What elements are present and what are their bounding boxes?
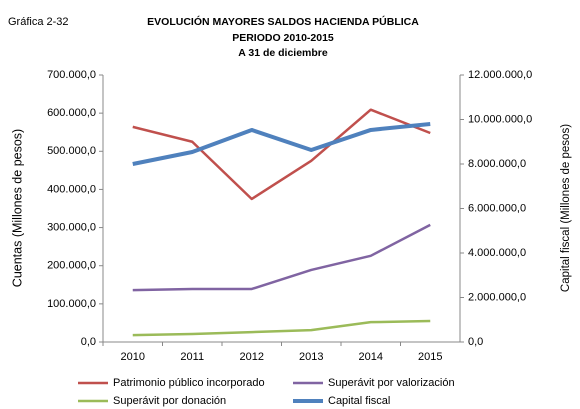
y-tick-label: 400.000,0 [47, 183, 96, 195]
x-tick-label: 2011 [180, 351, 204, 363]
chart-title: A 31 de diciembre [238, 47, 328, 59]
chart-title: EVOLUCIÓN MAYORES SALDOS HACIENDA PÚBLIC… [147, 15, 419, 28]
x-tick-label: 2015 [418, 351, 442, 363]
x-tick-label: 2013 [299, 351, 323, 363]
y2-tick-label: 10.000.000,0 [468, 113, 532, 125]
legend-label: Capital fiscal [328, 395, 390, 407]
y-tick-label: 500.000,0 [47, 145, 96, 157]
legend-label: Patrimonio público incorporado [113, 377, 265, 389]
line-series [132, 319, 431, 337]
y-tick-label: 200.000,0 [47, 260, 96, 272]
y2-tick-label: 12.000.000,0 [468, 69, 532, 81]
x-tick-label: 2010 [121, 351, 145, 363]
y-tick-label: 0,0 [81, 336, 96, 348]
legend-label: Superávit por valorización [328, 377, 455, 389]
y-axis-label: Cuentas (Millones de pesos) [10, 129, 24, 287]
x-tick-label: 2014 [359, 351, 383, 363]
y-tick-label: 100.000,0 [47, 298, 96, 310]
y2-tick-label: 6.000.000,0 [468, 202, 526, 214]
y2-axis-label: Capital fiscal (Millones de pesos) [560, 124, 572, 292]
y-tick-label: 700.000,0 [47, 69, 96, 81]
y2-tick-label: 4.000.000,0 [468, 247, 526, 259]
y-tick-label: 300.000,0 [47, 221, 96, 233]
line-series [132, 108, 431, 201]
y-tick-label: 600.000,0 [47, 107, 96, 119]
line-series [132, 223, 431, 292]
y2-tick-label: 8.000.000,0 [468, 158, 526, 170]
chart-title: PERIODO 2010-2015 [232, 32, 334, 44]
chart-label: Gráfica 2-32 [8, 16, 69, 28]
y2-tick-label: 2.000.000,0 [468, 291, 526, 303]
x-tick-label: 2012 [240, 351, 264, 363]
legend-label: Superávit por donación [113, 395, 226, 407]
y2-tick-label: 0,0 [468, 336, 483, 348]
line-series [132, 121, 431, 166]
